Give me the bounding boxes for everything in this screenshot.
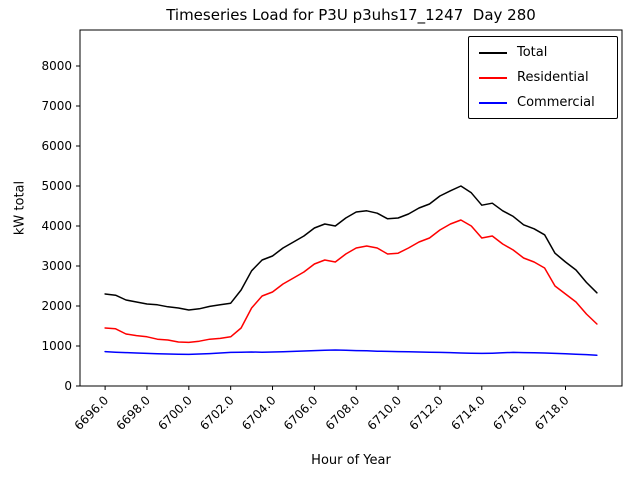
x-tick-label: 6718.0 [532, 393, 572, 433]
x-tick-label: 6704.0 [239, 393, 279, 433]
legend-item-residential: Residential [479, 70, 607, 85]
commercial-line-swatch [479, 101, 507, 104]
total-line-swatch [479, 51, 507, 54]
x-tick-label: 6702.0 [197, 393, 237, 433]
legend-label-total: Total [517, 45, 548, 60]
series-line-total [104, 185, 598, 311]
legend-item-total: Total [479, 45, 607, 60]
y-tick-label: 5000 [41, 179, 72, 193]
series-line-commercial [104, 349, 598, 356]
x-tick-label: 6710.0 [365, 393, 405, 433]
x-tick-label: 6706.0 [281, 393, 321, 433]
plot-frame [79, 29, 623, 387]
residential-line-swatch [479, 76, 507, 79]
legend-label-residential: Residential [517, 70, 589, 85]
legend: Total Residential Commercial [468, 36, 618, 119]
y-tick-label: 7000 [41, 99, 72, 113]
x-tick-label: 6696.0 [72, 393, 112, 433]
y-tick-label: 0 [64, 379, 72, 393]
x-tick-label: 6712.0 [406, 393, 446, 433]
x-tick-label: 6708.0 [323, 393, 363, 433]
x-tick-label: 6716.0 [490, 393, 530, 433]
y-tick-label: 4000 [41, 219, 72, 233]
y-tick-label: 6000 [41, 139, 72, 153]
legend-item-commercial: Commercial [479, 95, 607, 110]
legend-label-commercial: Commercial [517, 95, 595, 110]
y-tick-label: 3000 [41, 259, 72, 273]
series-line-residential [104, 219, 598, 344]
x-tick-label: 6700.0 [155, 393, 195, 433]
x-tick-label: 6714.0 [448, 393, 488, 433]
y-tick-label: 8000 [41, 59, 72, 73]
y-axis-label: kW total [12, 180, 28, 236]
y-tick-label: 1000 [41, 339, 72, 353]
chart-title: Timeseries Load for P3U p3uhs17_1247 Day… [166, 6, 536, 24]
x-axis-label: Hour of Year [311, 453, 391, 468]
x-tick-label: 6698.0 [113, 393, 153, 433]
y-tick-label: 2000 [41, 299, 72, 313]
